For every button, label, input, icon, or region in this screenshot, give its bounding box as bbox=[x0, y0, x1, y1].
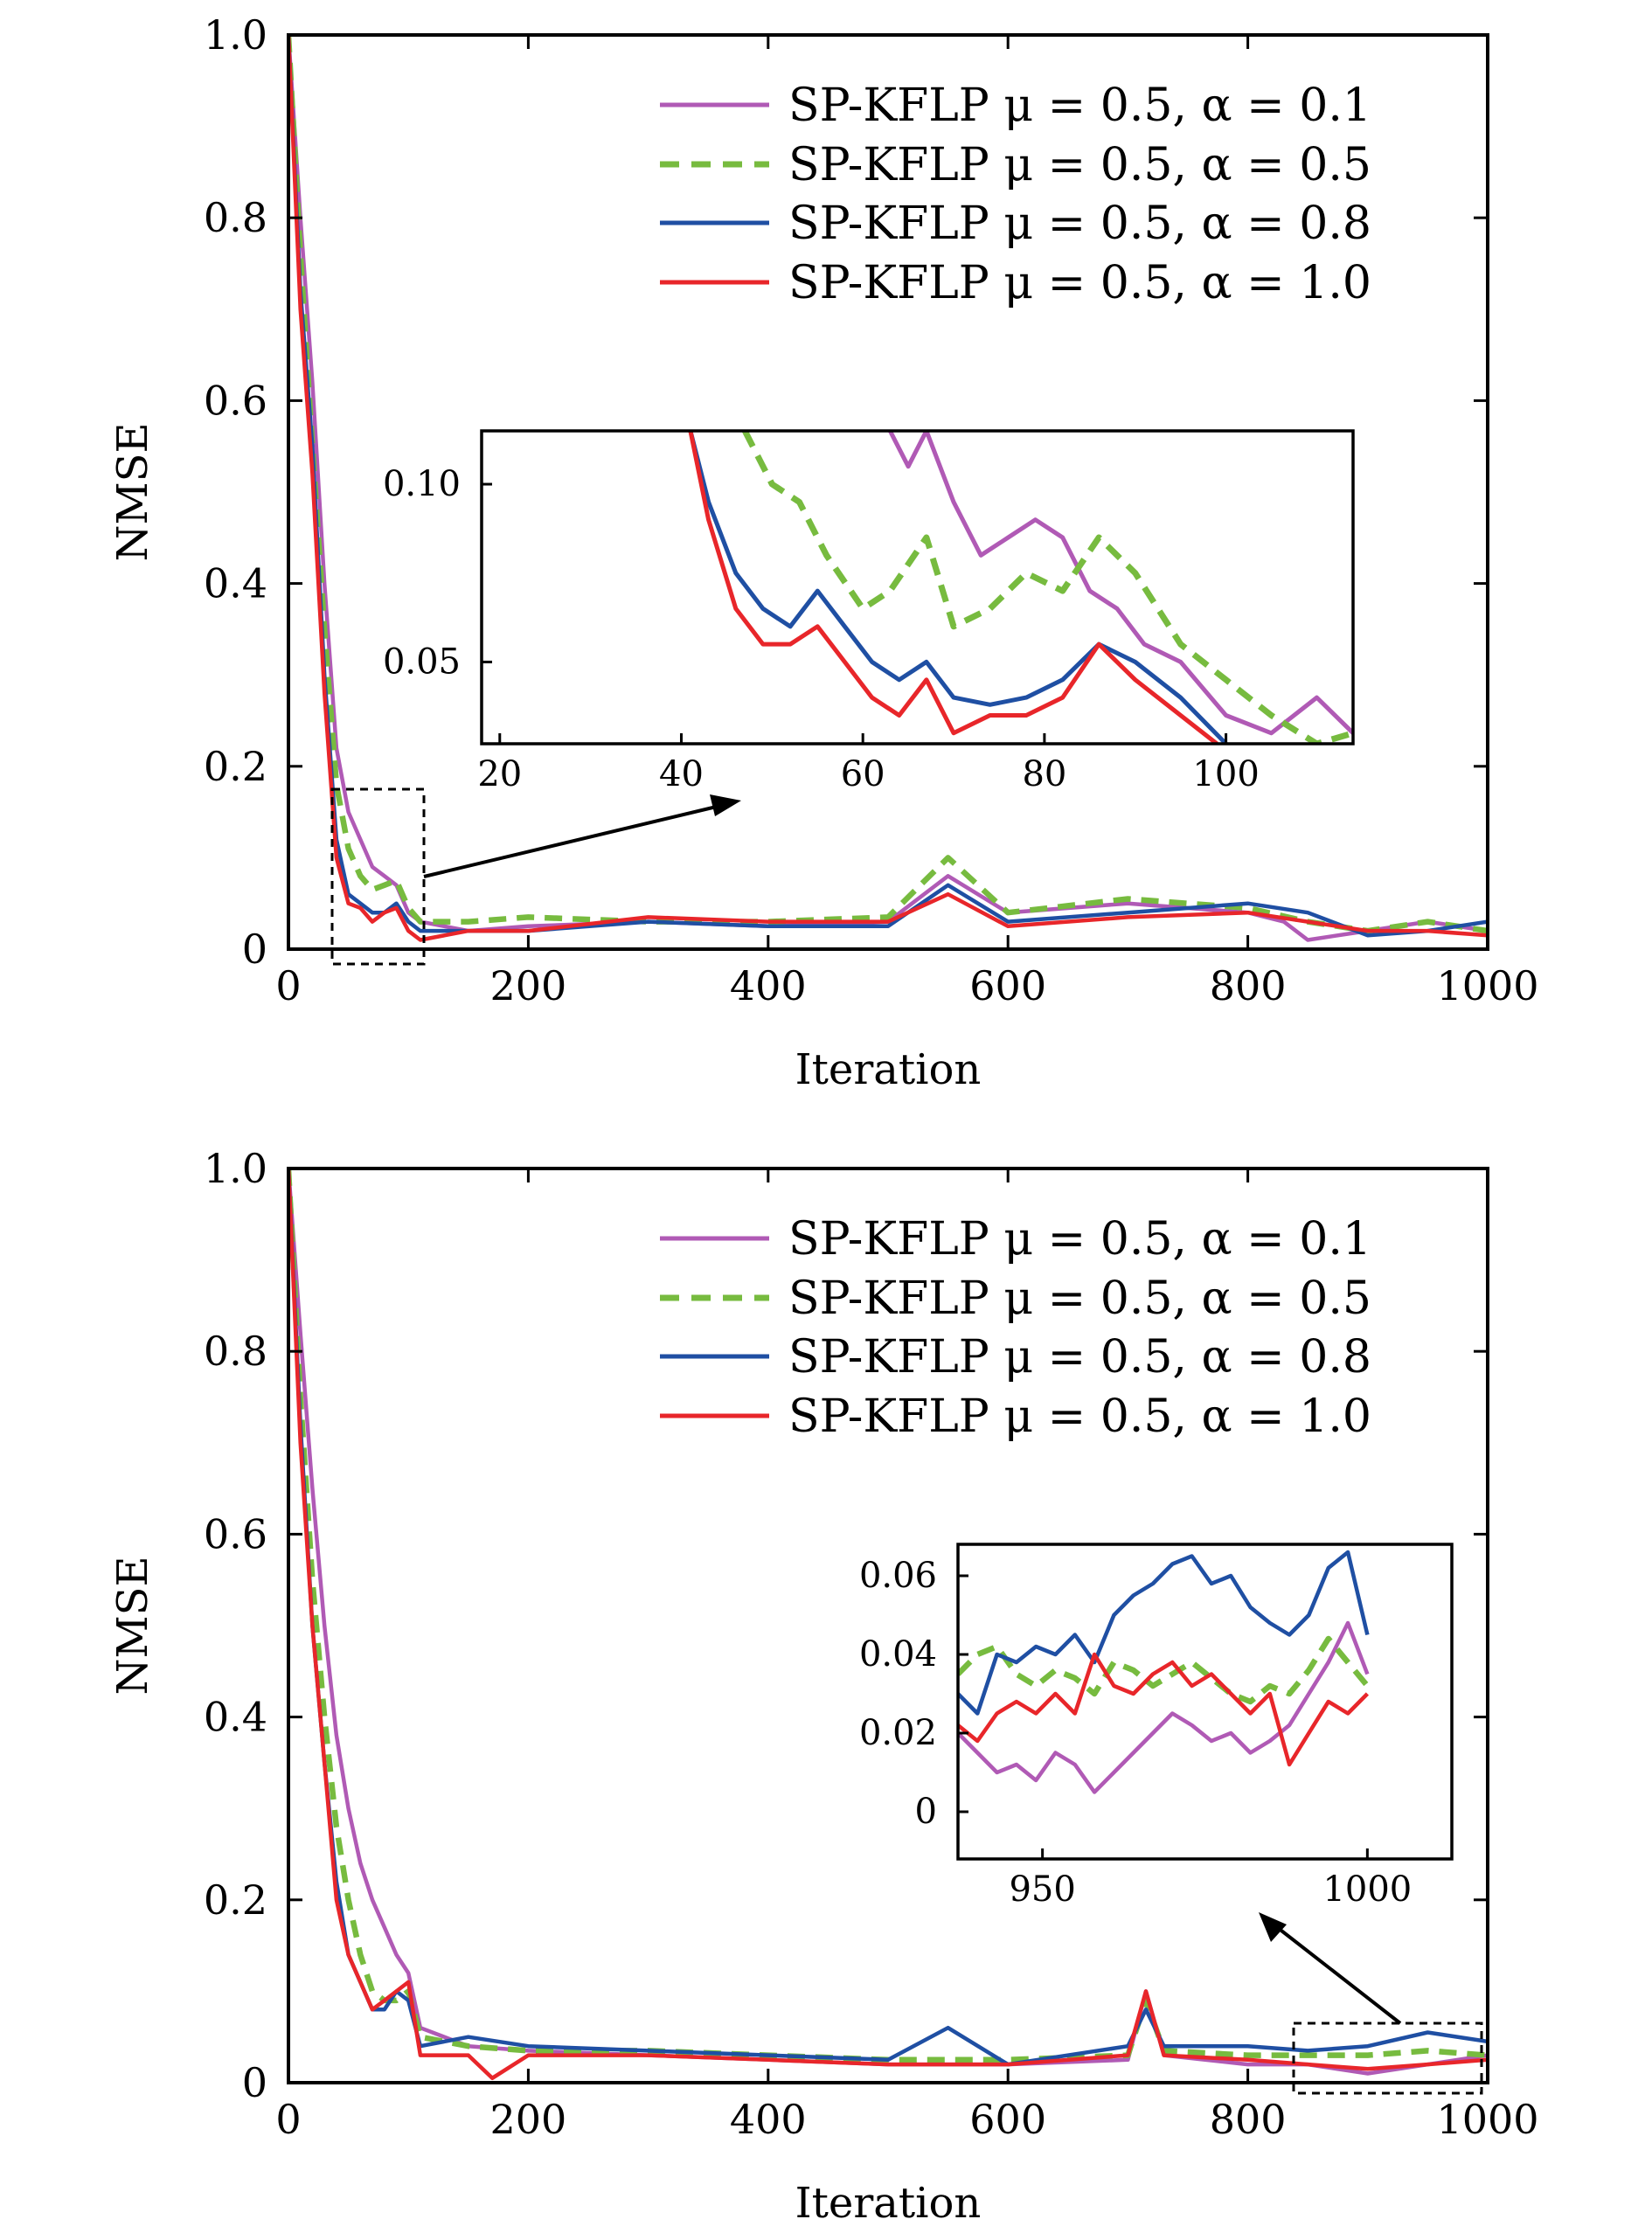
bottom-chart-ytick-label: 0.2 bbox=[204, 1876, 267, 1924]
bottom-chart-ytick-label: 1.0 bbox=[204, 1145, 267, 1192]
top-inset-frame bbox=[480, 429, 1355, 746]
top-chart-series-line-2 bbox=[288, 35, 1488, 934]
top-chart-xtick-label: 0 bbox=[275, 962, 301, 1009]
top-chart: 0 200 400 600 800 1000 0 0.2 0.4 0.6 0.8 1.0 Iterat… bbox=[108, 11, 1539, 1094]
bottom-legend-label-alpha-0.5: SP-KFLP μ = 0.5, α = 0.5 bbox=[788, 1273, 1371, 1325]
top-inset-background bbox=[482, 431, 1353, 744]
bottom-inset-background bbox=[958, 1544, 1452, 1859]
bottom-zoom-arrow bbox=[1272, 1923, 1402, 2025]
bottom-inset-ytick-label: 0.02 bbox=[859, 1713, 937, 1753]
bottom-inset-chart: 950 1000 0 0.02 0.04 0.06 bbox=[859, 1543, 1454, 1910]
top-chart-frame bbox=[287, 33, 1489, 951]
top-chart-series-line-4 bbox=[288, 35, 1488, 942]
top-inset-xtick-label: 40 bbox=[659, 754, 704, 794]
bottom-chart: 0 200 400 600 800 1000 0 0.2 0.4 0.6 0.8 1.0 Iterat… bbox=[108, 1145, 1539, 2228]
top-chart-xtick-label: 200 bbox=[489, 962, 566, 1009]
top-inset-series-line-2 bbox=[742, 431, 1353, 744]
top-inset-xtick-label: 80 bbox=[1022, 754, 1066, 794]
top-inset-chart: 20 40 60 80 100 0.05 0.10 bbox=[383, 429, 1355, 794]
bottom-legend-label-alpha-1.0: SP-KFLP μ = 0.5, α = 1.0 bbox=[788, 1390, 1371, 1443]
bottom-inset-series bbox=[958, 1550, 1370, 1794]
top-chart-ytick-label: 0.2 bbox=[204, 743, 267, 790]
top-chart-ylabel: NMSE bbox=[108, 422, 157, 561]
top-inset-ytick-label: 0.10 bbox=[383, 464, 461, 504]
bottom-legend-label-alpha-0.1: SP-KFLP μ = 0.5, α = 0.1 bbox=[788, 1213, 1371, 1266]
top-inset-ytick-label: 0.05 bbox=[383, 641, 461, 682]
bottom-chart-ytick-label: 0.6 bbox=[204, 1510, 267, 1557]
top-inset-xtick-label: 20 bbox=[477, 754, 522, 794]
top-chart-ytick-label: 0.4 bbox=[204, 560, 267, 607]
top-chart-series bbox=[288, 35, 1488, 942]
bottom-inset-xtick-label: 1000 bbox=[1322, 1869, 1412, 1910]
top-zoom-arrow bbox=[423, 803, 725, 878]
top-chart-ticks: 0 200 400 600 800 1000 0 0.2 0.4 0.6 0.8 1.0 bbox=[204, 11, 1539, 1009]
top-chart-xtick-label: 1000 bbox=[1436, 962, 1538, 1009]
bottom-inset-xtick-label: 950 bbox=[1009, 1869, 1075, 1910]
bottom-inset-series-line-3 bbox=[958, 1550, 1370, 1716]
bottom-chart-series-line-1 bbox=[288, 1169, 1488, 2076]
bottom-inset-series-line-2 bbox=[958, 1635, 1370, 1705]
bottom-zoom-arrowhead bbox=[1259, 1912, 1287, 1942]
top-legend-label-alpha-0.8: SP-KFLP μ = 0.5, α = 0.8 bbox=[788, 198, 1371, 250]
bottom-chart-series-line-2 bbox=[288, 1169, 1488, 2063]
bottom-inset-ytick-label: 0 bbox=[915, 1792, 937, 1832]
top-zoom-arrowhead bbox=[710, 794, 741, 816]
top-inset-xtick-label: 100 bbox=[1192, 754, 1259, 794]
bottom-zoom-region-box bbox=[1292, 2022, 1483, 2095]
bottom-chart-xlabel: Iteration bbox=[795, 2179, 982, 2228]
top-inset-series-line-1 bbox=[888, 431, 1353, 736]
top-chart-xlabel: Iteration bbox=[795, 1045, 982, 1094]
top-chart-xtick-label: 800 bbox=[1210, 962, 1287, 1009]
top-inset-ticks: 20 40 60 80 100 0.05 0.10 bbox=[383, 464, 1260, 794]
top-chart-series-line-1 bbox=[288, 35, 1488, 942]
bottom-chart-xtick-label: 800 bbox=[1210, 2096, 1287, 2143]
top-zoom-region-box bbox=[330, 787, 426, 966]
bottom-chart-xtick-label: 1000 bbox=[1436, 2096, 1538, 2143]
bottom-chart-xtick-label: 600 bbox=[969, 2096, 1046, 2143]
bottom-chart-series-line-3 bbox=[288, 1169, 1488, 2067]
top-chart-ytick-label: 1.0 bbox=[204, 11, 267, 59]
top-chart-ytick-label: 0.8 bbox=[204, 194, 267, 241]
bottom-chart-ticks: 0 200 400 600 800 1000 0 0.2 0.4 0.6 0.8 1.0 bbox=[204, 1145, 1539, 2143]
top-inset-series bbox=[688, 431, 1353, 744]
bottom-inset-series-line-1 bbox=[958, 1620, 1370, 1794]
bottom-inset-series-line-4 bbox=[958, 1652, 1369, 1767]
top-inset-xtick-label: 60 bbox=[841, 754, 885, 794]
top-chart-xtick-label: 600 bbox=[969, 962, 1046, 1009]
top-legend-label-alpha-1.0: SP-KFLP μ = 0.5, α = 1.0 bbox=[788, 257, 1371, 309]
top-inset-series-line-4 bbox=[688, 431, 1218, 744]
bottom-inset-ytick-label: 0.04 bbox=[859, 1634, 937, 1675]
bottom-chart-frame bbox=[287, 1167, 1489, 2084]
bottom-chart-ytick-label: 0.8 bbox=[204, 1328, 267, 1375]
top-chart-ytick-label: 0.6 bbox=[204, 377, 267, 424]
bottom-chart-ytick-label: 0 bbox=[242, 2059, 267, 2106]
top-chart-legend: SP-KFLP μ = 0.5, α = 0.1 SP-KFLP μ = 0.5… bbox=[660, 80, 1371, 309]
bottom-inset-frame bbox=[956, 1543, 1454, 1861]
bottom-chart-ytick-label: 0.4 bbox=[204, 1694, 267, 1741]
bottom-chart-legend: SP-KFLP μ = 0.5, α = 0.1 SP-KFLP μ = 0.5… bbox=[660, 1213, 1371, 1443]
top-chart-ytick-label: 0 bbox=[242, 926, 267, 973]
bottom-chart-xtick-label: 400 bbox=[730, 2096, 807, 2143]
bottom-chart-ylabel: NMSE bbox=[108, 1556, 157, 1695]
bottom-inset-ytick-label: 0.06 bbox=[859, 1556, 937, 1596]
top-legend-label-alpha-0.1: SP-KFLP μ = 0.5, α = 0.1 bbox=[788, 80, 1371, 132]
bottom-inset-ticks: 950 1000 0 0.02 0.04 0.06 bbox=[859, 1556, 1412, 1910]
bottom-legend-label-alpha-0.8: SP-KFLP μ = 0.5, α = 0.8 bbox=[788, 1331, 1371, 1384]
bottom-chart-xtick-label: 200 bbox=[489, 2096, 566, 2143]
top-legend-label-alpha-0.5: SP-KFLP μ = 0.5, α = 0.5 bbox=[788, 139, 1371, 191]
bottom-chart-xtick-label: 0 bbox=[275, 2096, 301, 2143]
bottom-chart-series-line-4 bbox=[288, 1169, 1488, 2081]
bottom-chart-series bbox=[288, 1169, 1488, 2081]
top-chart-xtick-label: 400 bbox=[730, 962, 807, 1009]
